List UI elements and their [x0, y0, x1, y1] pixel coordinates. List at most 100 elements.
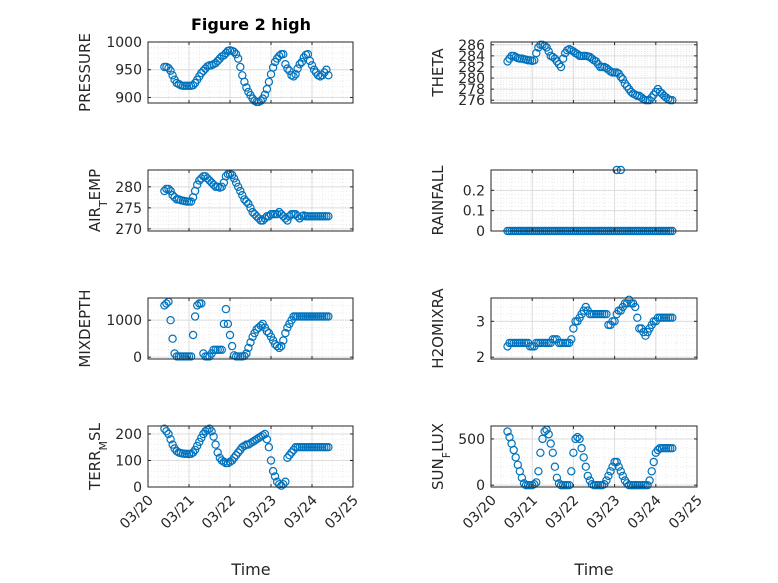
data-point	[283, 216, 292, 225]
y-tick-label: 1000	[106, 35, 142, 51]
data-point	[583, 471, 593, 481]
data-point	[653, 445, 663, 455]
y-tick-label: 100	[115, 453, 142, 469]
data-point	[195, 437, 204, 447]
data-point	[229, 453, 239, 462]
data-point	[573, 50, 582, 59]
axes-box	[147, 169, 354, 232]
data-point	[227, 341, 237, 351]
data-point	[244, 199, 253, 208]
data-point	[272, 54, 282, 63]
subplot-sun-flux: 0 500 03/20 03/21 03/22 03/23 03/24 03/25 SUNFLU…	[429, 423, 706, 532]
data-point	[277, 341, 286, 351]
subplot-mixdepth: 0 1000 MIXDEPTH	[76, 289, 354, 368]
data-point	[164, 429, 173, 439]
y-tick-label: 900	[115, 90, 142, 106]
x-tick-label: 03/24	[625, 492, 665, 532]
data-point	[190, 445, 200, 455]
data-point	[295, 59, 304, 69]
data-point	[602, 309, 611, 319]
data-point	[293, 64, 302, 73]
data-point	[244, 343, 253, 353]
data-point	[250, 209, 259, 219]
data-point	[608, 462, 617, 471]
data-point	[668, 444, 677, 453]
data-point	[225, 330, 235, 340]
data-point	[231, 451, 241, 460]
data-point	[207, 427, 216, 436]
data-point	[285, 66, 294, 76]
data-point	[558, 54, 568, 63]
data-point	[197, 174, 206, 183]
data-point	[168, 334, 177, 343]
data-point	[219, 457, 229, 466]
subplot-terr-msl: 0 100 200 03/20 03/21 03/22 03/23 03/24 03/25 TER…	[86, 422, 362, 532]
y-tick-label: 0	[476, 224, 485, 240]
data-point	[291, 69, 300, 79]
data-point	[281, 214, 290, 223]
data-point	[305, 56, 315, 66]
data-point	[544, 47, 553, 56]
data-point	[511, 453, 520, 462]
data-point	[567, 335, 576, 344]
data-point	[283, 64, 292, 73]
data-point	[256, 96, 265, 106]
data-point	[223, 458, 233, 468]
axes-box	[147, 41, 354, 104]
x-axis-label-right: Time	[573, 560, 613, 579]
data-point	[614, 462, 623, 471]
data-point	[260, 429, 270, 439]
data-point	[536, 448, 545, 457]
y-axis-label: PRESSURE	[76, 33, 94, 112]
data-point	[238, 190, 247, 200]
subplot-pressure: 900 950 1000 PRESSURE	[76, 33, 354, 112]
data-point	[285, 451, 294, 460]
data-point	[188, 330, 198, 340]
subplot-air-temp: 270 275 280 AIRTEMP	[86, 169, 354, 238]
data-point	[573, 432, 582, 442]
data-point	[293, 212, 302, 221]
data-point	[242, 349, 251, 358]
data-point	[268, 63, 278, 72]
data-point	[162, 299, 171, 308]
axes-box	[490, 169, 698, 232]
data-point	[231, 178, 241, 187]
data-point	[569, 448, 578, 457]
data-point	[542, 425, 551, 434]
data-point	[289, 72, 298, 81]
data-point	[213, 448, 222, 457]
data-point	[616, 72, 626, 82]
data-point	[260, 214, 270, 223]
x-tick-label: 03/22	[199, 493, 239, 533]
data-point	[618, 74, 628, 84]
data-point	[279, 480, 288, 489]
data-point	[275, 51, 284, 61]
data-point	[260, 90, 270, 99]
data-point	[324, 312, 333, 321]
data-point	[211, 58, 220, 68]
y-tick-label: 278	[458, 82, 485, 98]
data-point	[242, 83, 251, 92]
data-point	[616, 467, 626, 476]
data-point	[602, 476, 611, 485]
axes-box	[147, 425, 354, 488]
axes-box	[490, 425, 698, 488]
data-point	[252, 435, 261, 444]
data-point	[246, 439, 255, 448]
data-point	[279, 336, 288, 345]
data-point	[264, 77, 274, 87]
subplot-rainfall: 0 0.1 0.2 RAINFALL	[429, 165, 698, 240]
figure-title: Figure 2 high	[191, 15, 311, 34]
data-point	[240, 351, 249, 361]
data-point	[201, 427, 210, 436]
data-point	[211, 440, 220, 449]
data-point	[197, 299, 206, 308]
x-axis-label-left: Time	[230, 560, 270, 579]
y-axis-label: TERRMSL	[86, 422, 110, 491]
data-point	[217, 345, 226, 354]
data-point	[606, 467, 615, 476]
x-tick-label: 03/21	[501, 493, 541, 533]
data-point	[668, 313, 677, 322]
x-tick-label: 03/21	[158, 493, 198, 533]
